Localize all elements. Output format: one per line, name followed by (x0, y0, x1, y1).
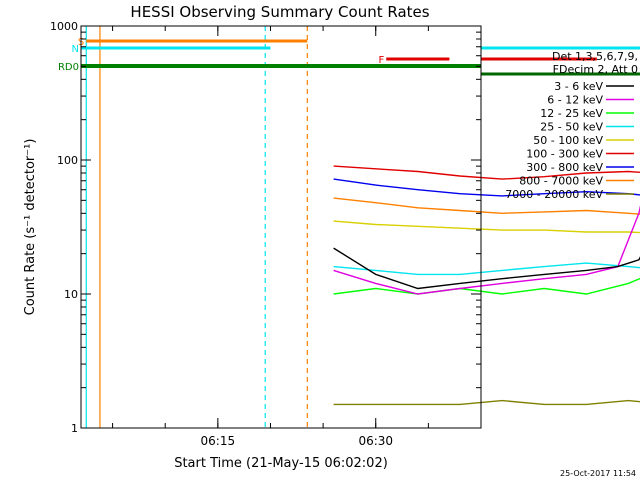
legend-label: 300 - 800 keV (526, 161, 603, 174)
plot-frame (80, 25, 482, 429)
x-axis: 06:15 06:30 (112, 26, 482, 448)
legend-label: 6 - 12 keV (547, 94, 603, 107)
x-axis-label: Start Time (21-May-15 06:02:02) (174, 456, 388, 471)
legend-label: 12 - 25 keV (540, 107, 603, 120)
legend-header: FDecim 2, Att 0 (553, 63, 638, 76)
legend-label: 100 - 300 keV (526, 148, 603, 161)
chart-title: HESSI Observing Summary Count Rates (130, 3, 429, 21)
flag-label-6: RD0 (58, 62, 79, 73)
legend-label: 25 - 50 keV (540, 121, 603, 134)
legend-label: 3 - 6 keV (554, 80, 603, 93)
series-line-100-300- (333, 165, 640, 180)
series-line-3-6- (333, 247, 640, 290)
series-line-800-7000- (333, 197, 640, 215)
timestamp: 25-Oct-2017 11:54 (560, 469, 636, 478)
y-tick-label: 100 (57, 154, 78, 167)
legend-label: 50 - 100 keV (533, 134, 603, 147)
series-line-25-50- (333, 262, 640, 276)
y-tick-label: 1000 (50, 20, 78, 33)
legend-header: Det 1,3,5,6,7,9, (552, 50, 638, 63)
legend: Det 1,3,5,6,7,9,FDecim 2, Att 0 3 - 6 keV… (505, 50, 638, 201)
series-line-50-100- (333, 220, 640, 234)
y-axis: 1 10 100 1000 (50, 20, 481, 435)
legend-label: 7000 - 20000 keV (505, 188, 603, 201)
flag-label-2: F (378, 55, 384, 66)
y-tick-label: 1 (71, 422, 78, 435)
y-tick-label: 10 (64, 288, 78, 301)
y-axis-label: Count Rate (s⁻¹ detector⁻¹) (23, 139, 38, 316)
series-line-7000-20000- (333, 399, 640, 406)
plot-area: SNFRD6RD0 (58, 26, 640, 428)
legend-label: 800 - 7000 keV (519, 175, 603, 188)
flag-label-1: N (72, 44, 79, 55)
x-tick-label: 06:15 (201, 434, 236, 448)
x-tick-label: 06:30 (358, 434, 393, 448)
